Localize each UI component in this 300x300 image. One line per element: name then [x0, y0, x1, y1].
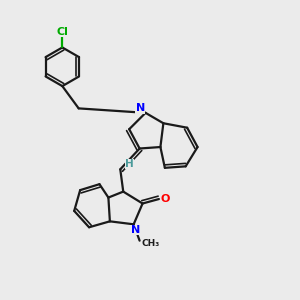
Text: N: N [136, 103, 145, 113]
Text: Cl: Cl [56, 27, 68, 37]
Text: CH₃: CH₃ [142, 239, 160, 248]
Text: O: O [160, 194, 170, 204]
Text: H: H [125, 159, 134, 169]
Text: N: N [130, 225, 140, 235]
